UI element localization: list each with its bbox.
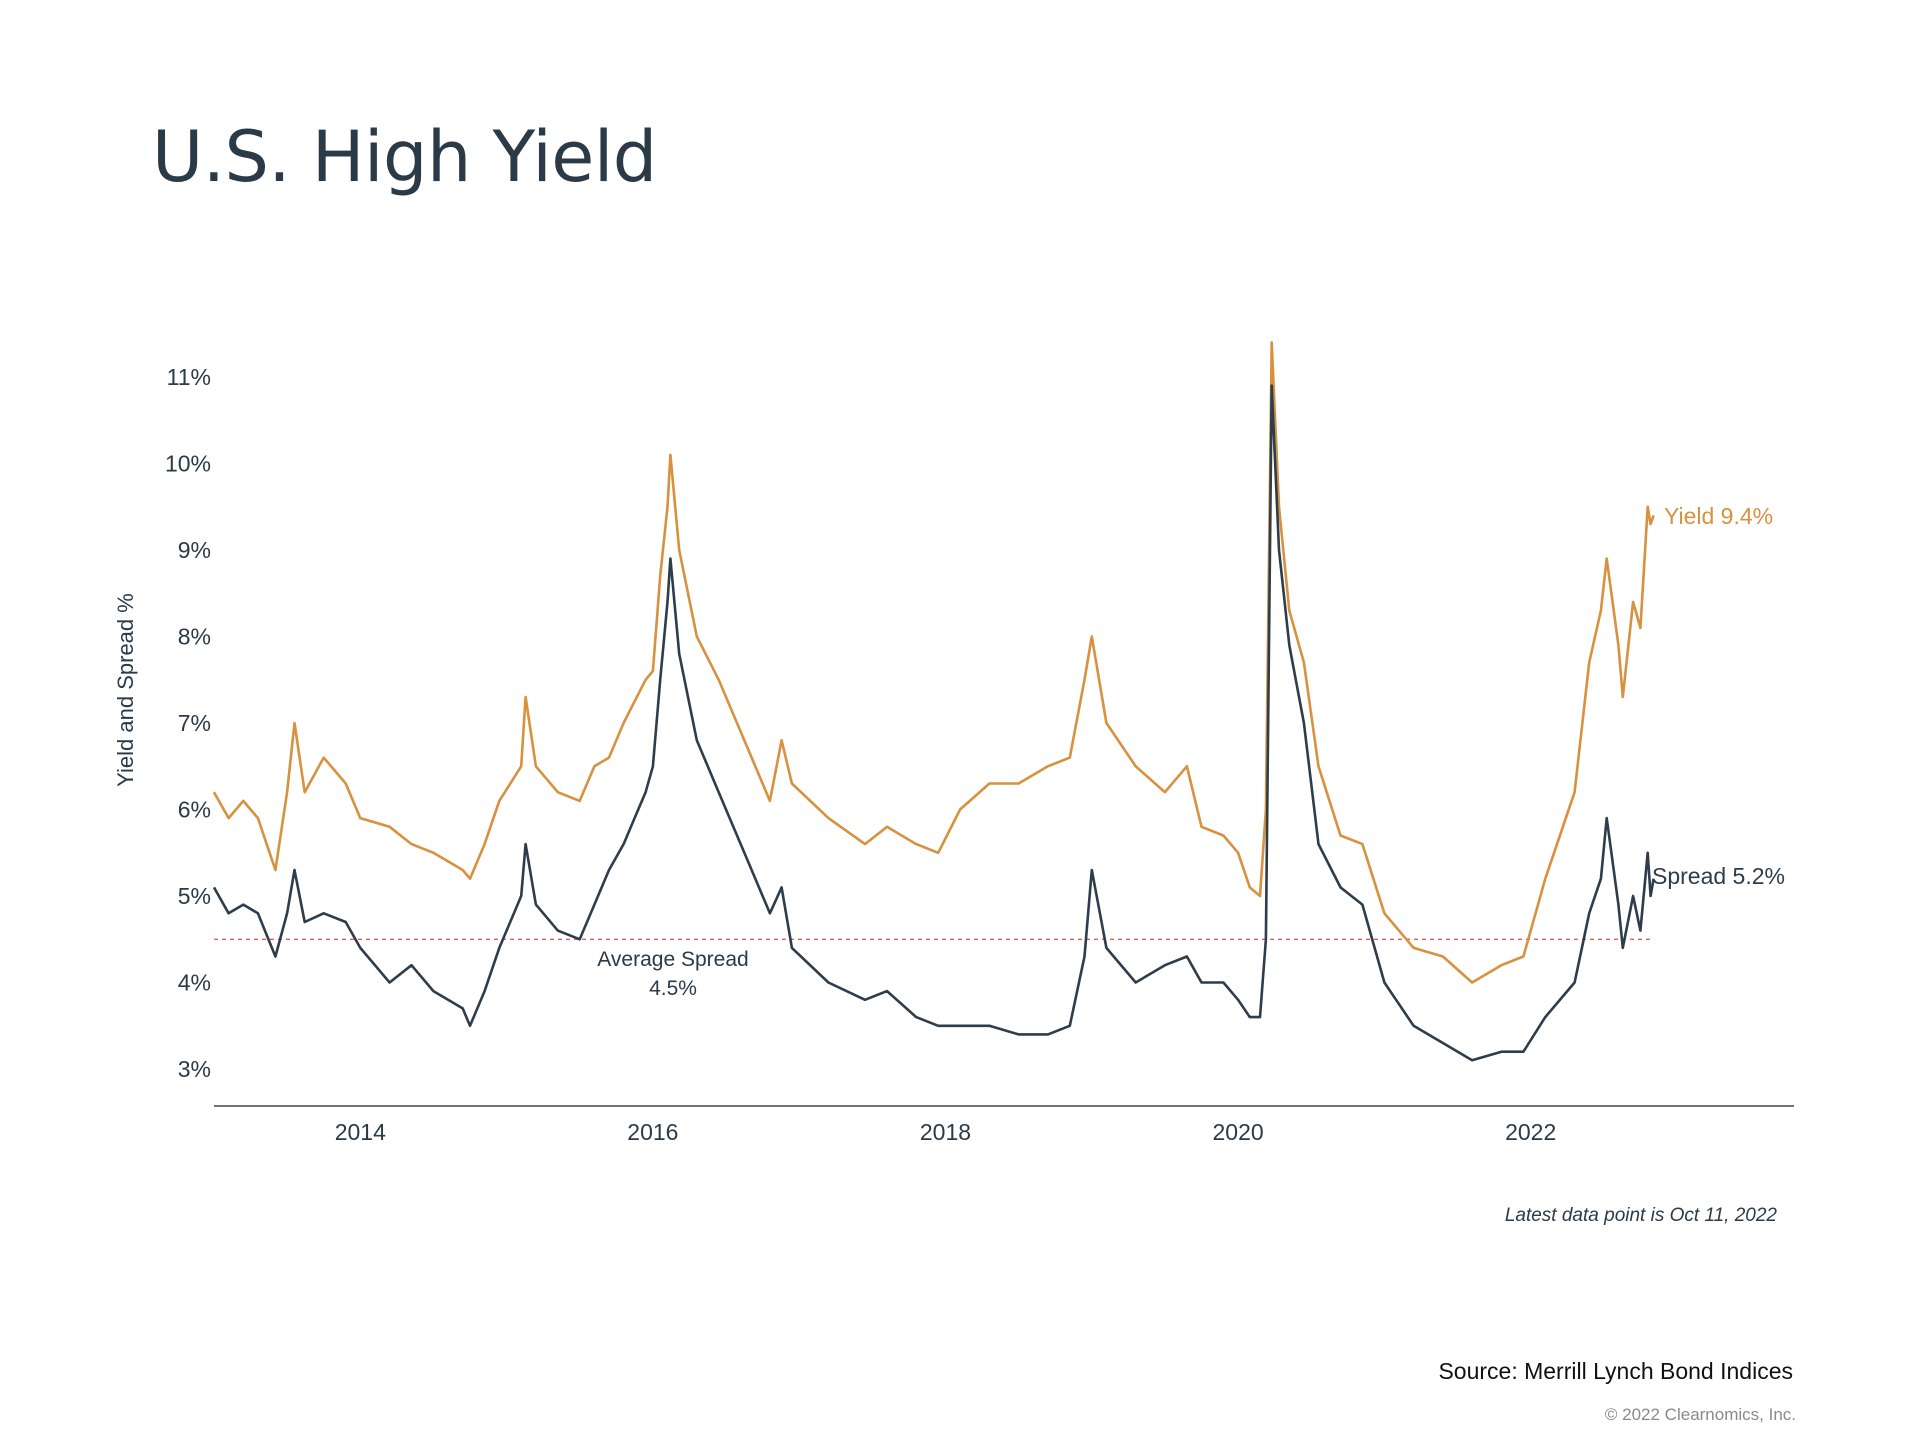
average-spread-label: Average Spread [597, 948, 748, 971]
x-tick-label: 2014 [335, 1119, 386, 1145]
yield-end-label: Yield 9.4% [1664, 503, 1773, 529]
y-tick-label: 4% [178, 970, 211, 996]
spread-series-line [212, 384, 1655, 1062]
x-tick-label: 2020 [1212, 1119, 1263, 1145]
source-note: Source: Merrill Lynch Bond Indices [1438, 1358, 1793, 1384]
y-tick-label: 6% [178, 797, 211, 823]
yield-series-line [212, 341, 1655, 984]
x-tick-label: 2018 [920, 1119, 971, 1145]
chart-title: U.S. High Yield [152, 116, 657, 198]
x-tick-label: 2016 [627, 1119, 678, 1145]
copyright-note: © 2022 Clearnomics, Inc. [1604, 1405, 1796, 1424]
x-tick-label: 2022 [1505, 1119, 1556, 1145]
y-tick-label: 9% [178, 537, 211, 563]
y-tick-label: 3% [178, 1056, 211, 1082]
y-tick-label: 5% [178, 883, 211, 909]
y-tick-label: 8% [178, 624, 211, 650]
spread-end-label: Spread 5.2% [1652, 863, 1785, 889]
average-spread-value: 4.5% [649, 977, 697, 1000]
y-tick-label: 11% [167, 364, 211, 390]
latest-data-note: Latest data point is Oct 11, 2022 [1505, 1205, 1778, 1226]
y-tick-label: 7% [178, 710, 211, 736]
y-axis-label: Yield and Spread % [113, 593, 138, 787]
x-axis-ticks: 2014 2016 2018 2020 2022 [335, 1119, 1557, 1145]
y-axis-ticks: 3% 4% 5% 6% 7% 8% 9% 10% 11% [165, 364, 211, 1082]
y-tick-label: 10% [165, 451, 211, 477]
